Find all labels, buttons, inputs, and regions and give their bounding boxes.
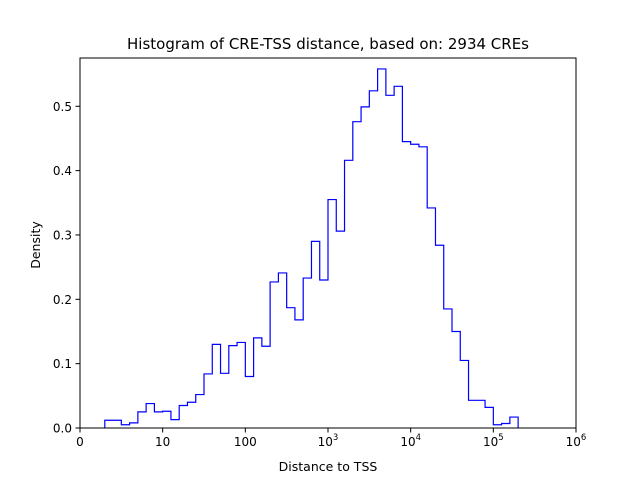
x-tick-label: 104 bbox=[400, 433, 421, 449]
x-tick-label: 10 bbox=[155, 435, 170, 449]
histogram-bin bbox=[336, 231, 344, 428]
histogram-bin bbox=[237, 342, 245, 428]
x-tick-label: 105 bbox=[483, 433, 504, 449]
x-tick-label: 103 bbox=[318, 433, 339, 449]
histogram-bin bbox=[303, 278, 311, 428]
y-tick-label: 0.3 bbox=[53, 228, 72, 242]
histogram-bin bbox=[427, 208, 435, 428]
histogram-bin bbox=[320, 280, 328, 428]
histogram-bin bbox=[196, 395, 204, 428]
histogram-bin bbox=[113, 420, 121, 428]
y-tick-label: 0.2 bbox=[53, 293, 72, 307]
y-tick-label: 0.0 bbox=[53, 422, 72, 436]
histogram-step-line bbox=[104, 68, 519, 428]
histogram-bin bbox=[270, 282, 278, 428]
x-tick-label: 0 bbox=[76, 435, 84, 449]
histogram-bin bbox=[361, 107, 369, 428]
histogram-bin bbox=[402, 142, 410, 428]
histogram-bin bbox=[378, 69, 386, 428]
y-tick-label: 0.4 bbox=[53, 164, 72, 178]
histogram-bin bbox=[477, 400, 485, 428]
histogram-bin bbox=[138, 412, 146, 428]
histogram-bin bbox=[146, 404, 154, 428]
histogram-bin bbox=[485, 407, 493, 428]
histogram-bin bbox=[510, 417, 518, 428]
histogram-bin bbox=[452, 331, 460, 428]
histogram-bin bbox=[287, 308, 295, 428]
plot-area bbox=[104, 68, 519, 428]
x-axis-label: Distance to TSS bbox=[279, 459, 378, 474]
histogram-bin bbox=[278, 273, 286, 428]
histogram-bin bbox=[460, 360, 468, 428]
histogram-bin bbox=[295, 320, 303, 428]
y-tick-label: 0.5 bbox=[53, 100, 72, 114]
histogram-bin bbox=[171, 420, 179, 428]
histogram-bin bbox=[179, 405, 187, 428]
x-tick-label: 100 bbox=[234, 435, 257, 449]
histogram-bin bbox=[311, 241, 319, 428]
histogram-bin bbox=[328, 200, 336, 428]
histogram-bin bbox=[469, 400, 477, 428]
x-tick-label: 106 bbox=[566, 433, 587, 449]
histogram-bin bbox=[163, 411, 171, 428]
histogram-bin bbox=[394, 86, 402, 428]
histogram-bin bbox=[212, 344, 220, 428]
histogram-bin bbox=[345, 160, 353, 428]
histogram-bin bbox=[204, 374, 212, 428]
histogram-bin bbox=[229, 346, 237, 428]
histogram-bin bbox=[221, 373, 229, 428]
histogram-bin bbox=[262, 346, 270, 428]
histogram-bin bbox=[130, 423, 138, 428]
histogram-bin bbox=[419, 147, 427, 428]
histogram-bin bbox=[254, 338, 262, 428]
chart-title: Histogram of CRE-TSS distance, based on:… bbox=[127, 35, 529, 53]
histogram-bin bbox=[187, 402, 195, 428]
y-tick-label: 0.1 bbox=[53, 357, 72, 371]
histogram-bin bbox=[105, 420, 113, 428]
y-axis-label: Density bbox=[28, 221, 43, 269]
histogram-bin bbox=[386, 95, 394, 428]
histogram-bin bbox=[245, 377, 253, 428]
histogram-bin bbox=[444, 309, 452, 428]
histogram-bin bbox=[369, 91, 377, 428]
axes: 0 10 100 103 104 105 106 0.0 0.1 0.2 0.3 0.4 0.5 bbox=[53, 57, 587, 449]
histogram-bin bbox=[154, 412, 162, 428]
histogram-bin bbox=[411, 144, 419, 428]
histogram-bin bbox=[502, 423, 510, 428]
histogram-bin bbox=[435, 245, 443, 428]
histogram-bin bbox=[353, 122, 361, 428]
